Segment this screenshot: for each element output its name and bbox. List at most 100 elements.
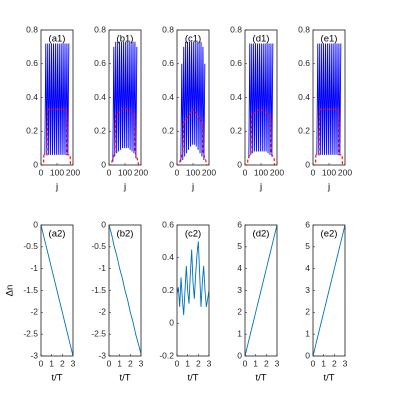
y-tick-label: 0.6: [298, 58, 310, 68]
x-tick-label: 200: [66, 167, 80, 177]
y-tick-label: 0: [33, 159, 38, 169]
x-tick-label: 2: [196, 358, 201, 368]
axes-frame: [176, 29, 210, 166]
y-tick-label: 0.4: [162, 252, 174, 262]
y-tick-label: -0.2: [159, 350, 174, 360]
x-tick-label: 0: [107, 358, 112, 368]
data-line: [316, 43, 342, 155]
y-tick-label: -1.5: [91, 285, 106, 295]
x-tick-label: 3: [139, 358, 144, 368]
y-tick-label: 0: [169, 318, 174, 328]
y-tick-label: 0: [33, 219, 38, 229]
y-tick-label: 0.2: [162, 126, 174, 136]
y-tick-label: 3: [305, 285, 310, 295]
y-tick-label: 0.8: [162, 24, 174, 34]
x-axis-label: j: [55, 182, 58, 193]
axes-frame: [244, 224, 278, 357]
data-line: [112, 41, 138, 162]
panel-label: (d2): [253, 229, 270, 240]
x-tick-label: 3: [275, 358, 280, 368]
data-line: [244, 224, 278, 357]
y-tick-label: 0.2: [94, 126, 106, 136]
x-axis-label: j: [327, 182, 330, 193]
x-tick-label: 2: [264, 358, 269, 368]
x-tick-label: 2: [332, 358, 337, 368]
x-axis-label: t/T: [323, 373, 334, 384]
x-axis-label: t/T: [187, 373, 198, 384]
panel-label: (a1): [49, 34, 66, 45]
x-tick-label: 1: [253, 358, 258, 368]
y-tick-label: 0.4: [162, 92, 174, 102]
data-line: [180, 41, 206, 162]
y-tick-label: 6: [305, 219, 310, 229]
y-tick-label: 0.2: [162, 285, 174, 295]
panel-label: (b1): [117, 34, 134, 45]
y-tick-label: -2.5: [23, 328, 38, 338]
y-tick-label: 4: [237, 263, 242, 273]
x-tick-label: 0: [39, 358, 44, 368]
x-tick-label: 1: [117, 358, 122, 368]
x-tick-label: 0: [311, 358, 316, 368]
axes-frame: [40, 224, 74, 357]
y-tick-label: 0: [305, 350, 310, 360]
data-line: [313, 108, 345, 166]
x-tick-label: 100: [50, 167, 64, 177]
x-tick-label: 0: [175, 167, 180, 177]
x-tick-label: 0: [107, 167, 112, 177]
data-line: [248, 43, 274, 159]
panel-label: (e2): [321, 229, 338, 240]
data-line: [108, 224, 142, 354]
y-axis-label: Δn: [5, 285, 16, 297]
x-tick-label: 0: [243, 167, 248, 177]
x-tick-label: 100: [186, 167, 200, 177]
y-tick-label: 2: [237, 307, 242, 317]
x-axis-label: j: [259, 182, 262, 193]
x-tick-label: 1: [185, 358, 190, 368]
x-tick-label: 100: [254, 167, 268, 177]
y-tick-label: 4: [305, 263, 310, 273]
y-tick-label: 0.8: [94, 24, 106, 34]
y-tick-label: 0.2: [26, 126, 38, 136]
x-tick-label: 3: [71, 358, 76, 368]
y-tick-label: 0.4: [26, 92, 38, 102]
y-tick-label: 1: [237, 328, 242, 338]
axes-frame: [108, 29, 142, 166]
y-tick-label: 0.6: [162, 58, 174, 68]
y-tick-label: 0.8: [230, 24, 242, 34]
y-tick-label: -3: [30, 350, 38, 360]
x-tick-label: 200: [270, 167, 284, 177]
x-tick-label: 200: [134, 167, 148, 177]
y-tick-label: 0.4: [230, 92, 242, 102]
x-tick-label: 0: [39, 167, 44, 177]
y-tick-label: -0.5: [91, 241, 106, 251]
x-tick-label: 0: [243, 358, 248, 368]
x-tick-label: 200: [202, 167, 216, 177]
y-tick-label: -1.5: [23, 285, 38, 295]
data-line: [40, 224, 74, 357]
data-line: [176, 241, 210, 316]
y-tick-label: 5: [305, 241, 310, 251]
y-tick-label: -1: [30, 263, 38, 273]
x-tick-label: 100: [322, 167, 336, 177]
y-tick-label: 0.8: [298, 24, 310, 34]
y-tick-label: 2: [305, 307, 310, 317]
x-tick-label: 100: [118, 167, 132, 177]
y-tick-label: 0.2: [298, 126, 310, 136]
y-tick-label: -0.5: [23, 241, 38, 251]
y-tick-label: -3: [98, 350, 106, 360]
y-tick-label: 0.6: [230, 58, 242, 68]
y-tick-label: 0.8: [26, 24, 38, 34]
axes-frame: [312, 224, 346, 357]
x-axis-label: j: [191, 182, 194, 193]
x-tick-label: 3: [207, 358, 212, 368]
axes-box: [176, 224, 210, 357]
y-tick-label: 0.6: [26, 58, 38, 68]
panel-label: (c1): [185, 34, 201, 45]
x-axis-label: t/T: [119, 373, 130, 384]
y-tick-label: 0.6: [162, 219, 174, 229]
panel-label: (a2): [49, 229, 66, 240]
y-tick-label: 0: [101, 159, 106, 169]
x-axis-label: j: [123, 182, 126, 193]
data-line: [177, 108, 209, 166]
y-tick-label: 0.4: [298, 92, 310, 102]
